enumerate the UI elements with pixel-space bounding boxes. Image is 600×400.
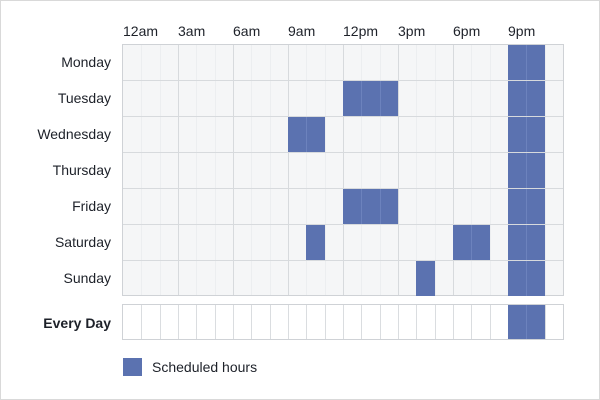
hour-divider xyxy=(306,117,307,152)
legend-label: Scheduled hours xyxy=(152,359,258,375)
hour-divider xyxy=(526,261,527,296)
scheduled-block-saturday[interactable] xyxy=(508,225,545,260)
hour-divider xyxy=(526,153,527,188)
legend-swatch xyxy=(123,358,142,376)
hour-gridline xyxy=(141,305,142,339)
scheduled-block-friday[interactable] xyxy=(343,189,398,224)
hour-gridline xyxy=(288,305,289,339)
hour-gridline xyxy=(343,305,344,339)
hour-label-9pm: 9pm xyxy=(508,23,536,39)
day-gridline xyxy=(123,188,563,189)
hour-divider xyxy=(380,81,381,116)
hour-gridline xyxy=(251,45,252,295)
day-gridline xyxy=(123,116,563,117)
day-label-friday: Friday xyxy=(72,198,111,214)
hour-divider xyxy=(380,189,381,224)
day-label-wednesday: Wednesday xyxy=(37,126,111,142)
hour-gridline xyxy=(471,45,472,295)
hour-label-9am: 9am xyxy=(288,23,316,39)
hour-label-6pm: 6pm xyxy=(453,23,481,39)
hour-gridline xyxy=(306,305,307,339)
hour-divider xyxy=(526,189,527,224)
hour-label-3pm: 3pm xyxy=(398,23,426,39)
hour-gridline xyxy=(435,45,436,295)
scheduled-block-thursday[interactable] xyxy=(508,153,545,188)
hour-gridline xyxy=(398,45,399,295)
hour-gridline xyxy=(361,45,362,295)
hour-gridline xyxy=(178,305,179,339)
hour-gridline xyxy=(435,305,436,339)
hour-gridline xyxy=(545,45,546,295)
day-gridline xyxy=(123,80,563,81)
hour-gridline xyxy=(416,305,417,339)
hour-gridline xyxy=(545,305,546,339)
hour-label-3am: 3am xyxy=(178,23,206,39)
hour-gridline xyxy=(306,45,307,295)
scheduled-block-tuesday[interactable] xyxy=(343,81,398,116)
hour-divider xyxy=(526,117,527,152)
weekly-schedule-grid[interactable] xyxy=(122,44,564,296)
hour-gridline xyxy=(361,305,362,339)
every-day-label: Every Day xyxy=(43,315,111,331)
day-gridline xyxy=(123,224,563,225)
day-label-saturday: Saturday xyxy=(54,234,111,250)
scheduled-block-sunday[interactable] xyxy=(508,261,545,296)
hour-label-12pm: 12pm xyxy=(343,23,379,39)
hour-gridline xyxy=(215,45,216,295)
hour-label-6am: 6am xyxy=(233,23,261,39)
hour-gridline xyxy=(325,45,326,295)
hour-gridline xyxy=(270,305,271,339)
hour-divider xyxy=(526,225,527,260)
hour-gridline xyxy=(160,305,161,339)
hour-label-12am: 12am xyxy=(123,23,159,39)
hour-gridline xyxy=(270,45,271,295)
hour-gridline xyxy=(233,305,234,339)
scheduled-block-saturday[interactable] xyxy=(306,225,325,260)
hour-gridline xyxy=(453,305,454,339)
scheduled-block-sunday[interactable] xyxy=(416,261,435,296)
hour-gridline xyxy=(288,45,289,295)
scheduled-block-every-day[interactable] xyxy=(508,305,545,339)
hour-gridline xyxy=(416,45,417,295)
scheduled-block-saturday[interactable] xyxy=(453,225,490,260)
scheduled-block-monday[interactable] xyxy=(508,45,545,80)
hour-divider xyxy=(526,45,527,80)
day-gridline xyxy=(123,260,563,261)
hour-gridline xyxy=(196,45,197,295)
scheduled-block-friday[interactable] xyxy=(508,189,545,224)
day-label-thursday: Thursday xyxy=(52,162,111,178)
hour-gridline xyxy=(398,305,399,339)
hour-gridline xyxy=(490,45,491,295)
hour-gridline xyxy=(380,45,381,295)
day-gridline xyxy=(123,152,563,153)
hour-gridline xyxy=(343,45,344,295)
day-label-sunday: Sunday xyxy=(63,270,111,286)
hour-gridline xyxy=(471,305,472,339)
hour-gridline xyxy=(215,305,216,339)
hour-gridline xyxy=(453,45,454,295)
hour-gridline xyxy=(160,45,161,295)
day-label-tuesday: Tuesday xyxy=(57,90,111,106)
every-day-schedule-row[interactable] xyxy=(122,304,564,340)
hour-gridline xyxy=(325,305,326,339)
hour-gridline xyxy=(178,45,179,295)
scheduled-block-wednesday[interactable] xyxy=(288,117,325,152)
hour-divider xyxy=(526,81,527,116)
hour-gridline xyxy=(490,305,491,339)
hour-gridline xyxy=(251,305,252,339)
scheduled-block-wednesday[interactable] xyxy=(508,117,545,152)
day-label-monday: Monday xyxy=(61,54,111,70)
hour-divider xyxy=(361,189,362,224)
hour-divider xyxy=(471,225,472,260)
hour-gridline xyxy=(233,45,234,295)
hour-divider xyxy=(361,81,362,116)
hour-gridline xyxy=(141,45,142,295)
hour-gridline xyxy=(380,305,381,339)
hour-gridline xyxy=(196,305,197,339)
hour-divider xyxy=(526,305,527,339)
scheduled-block-tuesday[interactable] xyxy=(508,81,545,116)
